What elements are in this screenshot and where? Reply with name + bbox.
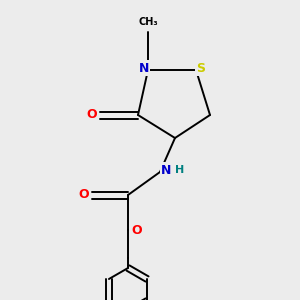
- Text: CH₃: CH₃: [138, 17, 158, 27]
- Text: O: O: [87, 109, 97, 122]
- Text: S: S: [196, 61, 206, 74]
- Text: O: O: [79, 188, 89, 202]
- Text: O: O: [132, 224, 142, 236]
- Text: N: N: [139, 61, 149, 74]
- Text: H: H: [176, 165, 184, 175]
- Text: N: N: [161, 164, 171, 176]
